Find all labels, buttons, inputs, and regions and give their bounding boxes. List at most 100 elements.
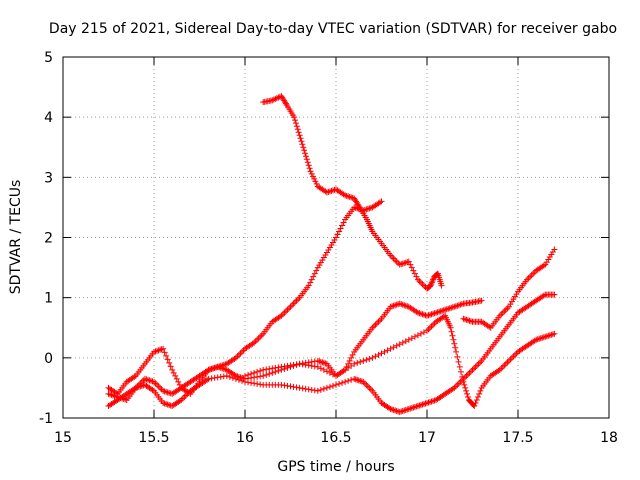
data-point [466,317,473,324]
data-point [272,364,279,371]
data-point [307,168,314,175]
data-point [313,267,320,274]
data-point [166,359,173,366]
data-point [464,393,471,400]
data-point [352,376,359,383]
data-point [161,349,168,356]
data-point [208,375,215,382]
series-track-end [460,246,558,331]
data-point [355,377,362,384]
data-point [545,332,552,339]
data-point [451,340,458,347]
data-point [463,316,470,323]
data-point [343,363,350,370]
data-point [499,363,506,370]
data-point [436,308,443,315]
data-point [329,382,336,389]
data-point [317,386,324,393]
data-point [308,276,315,283]
data-point [501,308,508,315]
data-point [285,305,292,312]
data-point [292,117,299,124]
data-point [472,399,479,406]
data-point [137,383,144,390]
data-point [471,365,478,372]
x-axis-label: GPS time / hours [277,459,394,475]
data-point [301,147,308,154]
data-point [287,383,294,390]
data-point [304,159,311,166]
data-point [413,273,420,280]
data-point [395,260,402,267]
data-point [402,338,409,345]
data-point [226,373,233,380]
data-point [163,400,170,407]
data-point [220,373,227,380]
data-point [167,402,174,409]
data-point [414,276,421,283]
data-point [387,345,394,352]
data-point [154,381,161,388]
data-point [452,344,459,351]
plot-frame [62,56,610,419]
data-point [229,374,236,381]
data-point [528,272,535,279]
data-point [160,345,167,352]
data-point [407,405,414,412]
data-point [392,257,399,264]
data-point [181,393,188,400]
data-point [425,312,432,319]
data-point [306,165,313,172]
data-point [396,341,403,348]
data-point [401,302,408,309]
data-point [367,386,374,393]
data-point [320,366,327,373]
data-point [258,332,265,339]
data-point [295,296,302,303]
data-point [364,383,371,390]
data-point [457,368,464,375]
data-point [281,309,288,316]
data-point [275,364,282,371]
data-point [375,318,382,325]
data-point [260,372,267,379]
data-point [530,270,537,277]
data-point [502,360,509,367]
data-point [425,326,432,333]
data-point [399,407,406,414]
data-point [354,359,361,366]
data-point [300,144,307,151]
data-point [266,365,273,372]
data-point [428,398,435,405]
data-point [548,331,555,338]
data-point [408,264,415,271]
data-point [296,132,303,139]
data-point [284,306,291,313]
data-point [339,379,346,386]
data-point [232,375,239,382]
data-point [351,375,358,382]
data-point [460,378,467,385]
data-point [471,402,478,409]
data-point [463,387,470,394]
data-point [448,304,455,311]
tick-labels: 15 15.5 16 16.5 17 17.5 18 -1 0 1 2 3 4 5 [39,50,618,446]
data-point [346,357,353,364]
data-point [549,331,556,338]
data-point [551,291,558,298]
data-point [455,302,462,309]
data-point [278,381,285,388]
data-point [337,225,344,232]
data-point [211,364,218,371]
data-point [237,350,244,357]
data-point [354,376,361,383]
series-track-mid [105,297,485,409]
data-point [248,370,255,377]
data-point [254,373,261,380]
data-point [245,371,252,378]
data-point [323,384,330,391]
data-point [396,408,403,415]
data-point [348,376,355,383]
data-point [433,309,440,316]
